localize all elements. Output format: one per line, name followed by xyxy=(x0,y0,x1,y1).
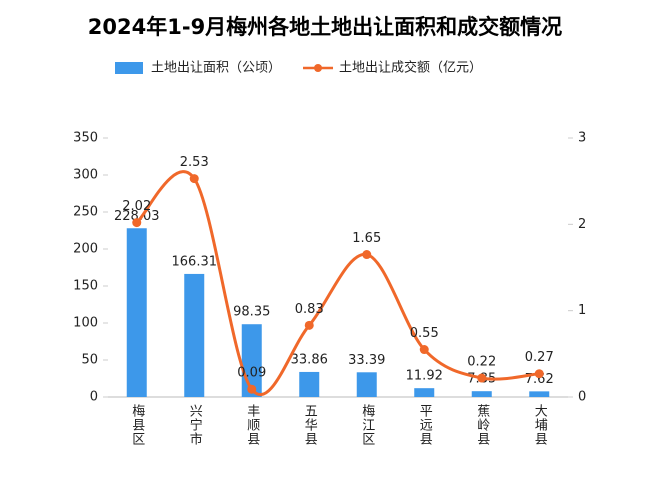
y-tick-label: 100 xyxy=(73,316,98,331)
x-tick-label: 蕉岭县 xyxy=(474,404,490,446)
y-tick-label: 250 xyxy=(73,205,98,220)
bar-value-label: 228.03 xyxy=(114,209,160,224)
bar-value-label: 166.31 xyxy=(172,254,218,269)
line-point xyxy=(247,384,257,394)
line-value-label: 2.02 xyxy=(122,199,151,214)
x-tick-label: 梅江区 xyxy=(359,404,375,446)
bar-value-label: 98.35 xyxy=(233,305,270,320)
line-point xyxy=(477,373,487,383)
y2-tick-label: 1 xyxy=(578,303,586,318)
line-point xyxy=(132,218,142,228)
line-point xyxy=(419,345,429,355)
line-value-label: 0.09 xyxy=(237,366,266,381)
y2-tick-label: 2 xyxy=(578,217,586,232)
bar xyxy=(414,388,435,397)
y-tick-label: 50 xyxy=(81,353,98,368)
bar-value-label: 33.86 xyxy=(291,352,328,367)
legend-label: 土地出让面积（公顷） xyxy=(151,61,281,76)
bar xyxy=(529,391,550,397)
x-tick-label: 大埔县 xyxy=(532,404,548,446)
x-tick-label: 兴宁市 xyxy=(187,404,203,446)
bar xyxy=(126,228,147,397)
x-tick-label: 五华县 xyxy=(302,404,318,446)
y2-tick-label: 0 xyxy=(578,390,586,405)
y2-tick-label: 3 xyxy=(578,131,586,146)
y-tick-label: 300 xyxy=(73,168,98,183)
line-point xyxy=(304,320,314,330)
x-tick-label: 梅县区 xyxy=(129,404,145,446)
bar-value-label: 11.92 xyxy=(406,369,443,384)
y-tick-label: 150 xyxy=(73,279,98,294)
bar xyxy=(184,273,205,397)
line-value-label: 0.83 xyxy=(295,302,324,317)
line-value-label: 2.53 xyxy=(180,155,209,170)
x-tick-label: 丰顺县 xyxy=(244,404,260,446)
line-point xyxy=(189,174,199,184)
line-point xyxy=(362,250,372,260)
chart-title: 2024年1-9月梅州各地土地出让面积和成交额情况 xyxy=(88,15,562,39)
bar xyxy=(356,372,377,397)
bar-value-label: 33.39 xyxy=(348,353,385,368)
y-tick-label: 0 xyxy=(90,390,98,405)
line-value-label: 0.22 xyxy=(467,355,496,370)
legend-label: 土地出让成交额（亿元） xyxy=(339,60,482,76)
line-point xyxy=(534,369,544,379)
y-tick-label: 200 xyxy=(73,242,98,257)
line-value-label: 0.27 xyxy=(525,350,554,365)
y-tick-label: 350 xyxy=(73,131,98,146)
legend-swatch xyxy=(115,62,143,74)
bar xyxy=(299,371,320,397)
bar xyxy=(471,391,492,397)
line-value-label: 1.65 xyxy=(352,231,381,246)
x-tick-label: 平远县 xyxy=(417,404,433,446)
legend-swatch xyxy=(314,64,323,72)
line-value-label: 0.55 xyxy=(410,326,439,341)
